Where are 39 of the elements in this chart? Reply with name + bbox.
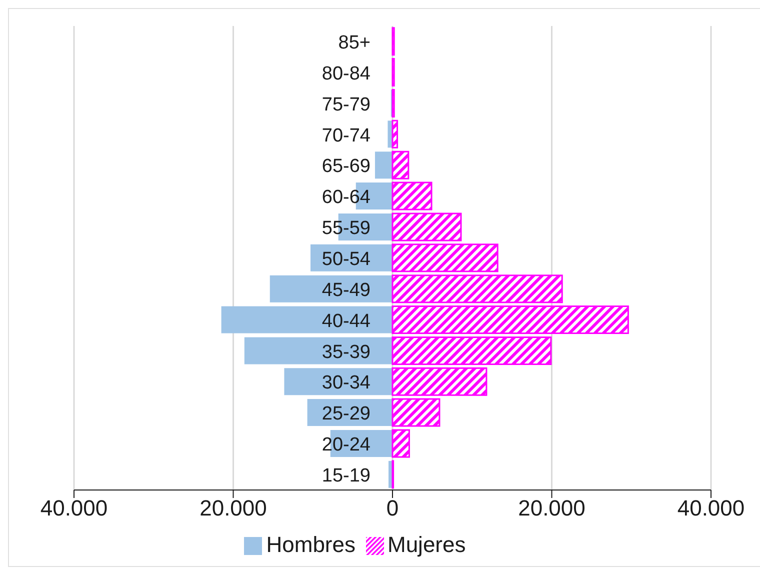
bar (392, 367, 488, 396)
bar (392, 120, 398, 148)
bar (392, 306, 629, 334)
y-tick-label: 65-69 (322, 156, 370, 178)
y-tick-label: 85+ (338, 32, 370, 54)
y-tick-label: 60-64 (322, 187, 371, 208)
x-tick-label: 0 (386, 496, 399, 521)
bar (392, 336, 552, 365)
y-tick-label: 35-39 (322, 342, 370, 363)
bar (392, 274, 563, 304)
y-tick-label: 25-29 (322, 404, 370, 425)
x-tick-label: 20.000 (200, 496, 267, 521)
y-tick-label: 40-44 (322, 310, 371, 332)
bar (392, 429, 410, 458)
bar (392, 150, 410, 180)
y-tick-label: 30-34 (322, 372, 371, 394)
bar (392, 244, 498, 272)
x-tick-label: 40.000 (677, 496, 745, 521)
y-tick-label: 45-49 (322, 280, 370, 301)
x-tick-label: 20.000 (518, 496, 586, 521)
y-tick-label: 55-59 (322, 218, 370, 240)
y-tick-label: 70-74 (322, 125, 371, 146)
y-tick-label: 50-54 (322, 249, 371, 270)
y-tick-label: 75-79 (322, 94, 370, 116)
bar (392, 212, 462, 242)
y-tick-label: 80-84 (322, 63, 371, 84)
legend-label: Hombres (266, 532, 356, 557)
bar (244, 337, 392, 364)
bar (392, 182, 432, 210)
y-tick-label: 15-19 (322, 466, 370, 487)
bar (270, 275, 392, 302)
bar (284, 368, 392, 396)
bar (388, 120, 392, 148)
bar (374, 152, 392, 179)
x-tick-label: 40.000 (40, 496, 108, 521)
legend-label: Mujeres (388, 532, 466, 557)
y-tick-label: 20-24 (322, 434, 371, 456)
bar (392, 398, 440, 427)
bar (221, 306, 392, 334)
